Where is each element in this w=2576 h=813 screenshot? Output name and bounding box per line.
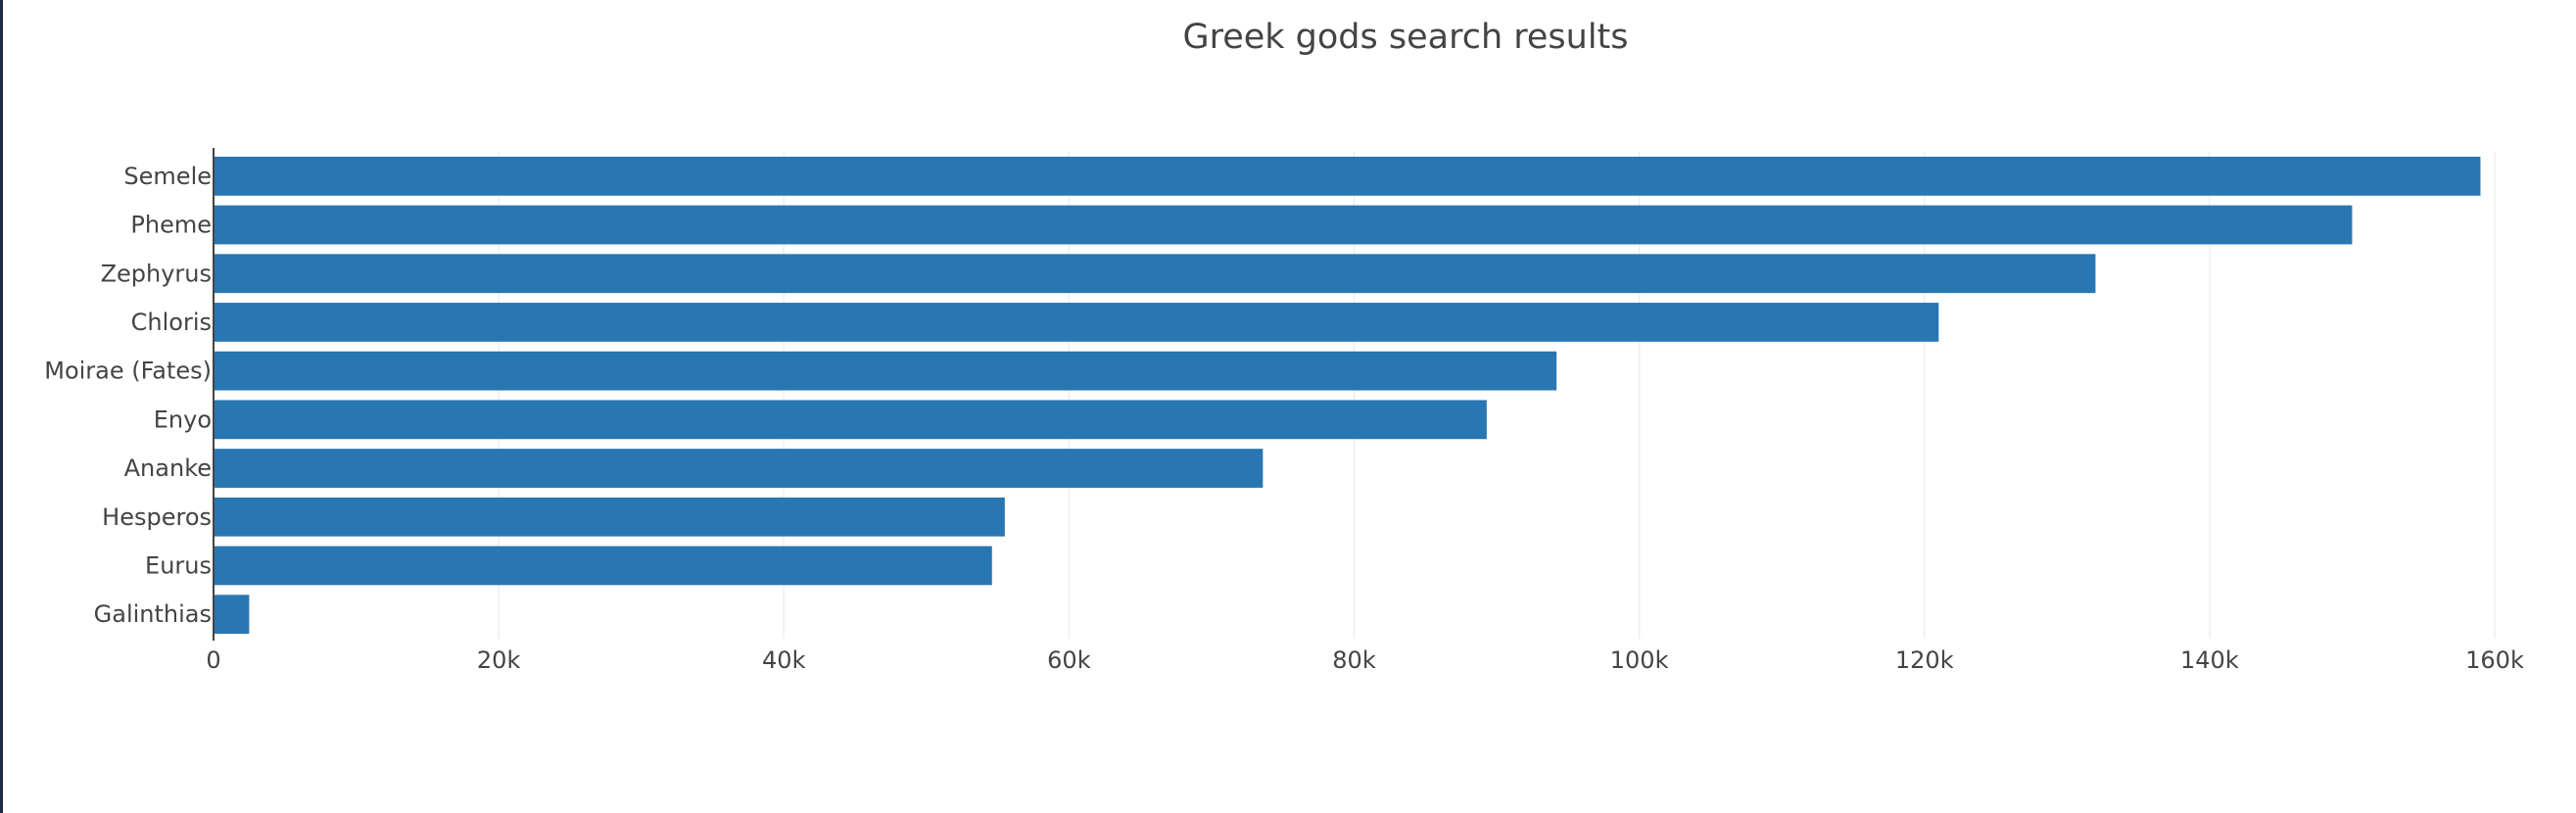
y-tick-label: Chloris	[131, 309, 212, 336]
y-tick-label: Zephyrus	[101, 260, 212, 287]
bars	[214, 156, 2481, 635]
chart-title: Greek gods search results	[1182, 18, 1629, 57]
bar	[214, 546, 992, 586]
bar	[214, 400, 1487, 440]
y-tick-label: Pheme	[130, 212, 212, 239]
y-tick-label: Ananke	[124, 454, 212, 482]
x-tick-label: 160k	[2465, 646, 2524, 674]
bar	[214, 497, 1005, 537]
y-tick-label: Enyo	[154, 406, 212, 433]
bar	[214, 595, 250, 635]
tick-labels: 0 20k 40k 60k 80k 100k 120k 140k 160k Semele Pheme…	[44, 163, 2524, 674]
window-left-edge	[0, 0, 3, 813]
bar	[214, 449, 1264, 488]
x-tick-label: 80k	[1332, 646, 1376, 674]
y-tick-label: Moirae (Fates)	[44, 358, 212, 385]
bar	[214, 205, 2353, 245]
x-tick-label: 60k	[1047, 646, 1091, 674]
bar	[214, 156, 2481, 196]
y-tick-label: Galinthias	[94, 600, 212, 628]
x-tick-label: 0	[206, 646, 220, 674]
x-tick-label: 120k	[1895, 646, 1954, 674]
x-tick-label: 100k	[1610, 646, 1669, 674]
y-tick-label: Semele	[123, 163, 212, 190]
x-tick-label: 20k	[477, 646, 521, 674]
y-tick-label: Hesperos	[102, 503, 212, 531]
bar	[214, 254, 2096, 294]
x-tick-label: 40k	[762, 646, 806, 674]
bar	[214, 351, 1557, 391]
y-tick-label: Eurus	[145, 551, 212, 579]
bar	[214, 303, 1939, 342]
x-tick-label: 140k	[2180, 646, 2239, 674]
